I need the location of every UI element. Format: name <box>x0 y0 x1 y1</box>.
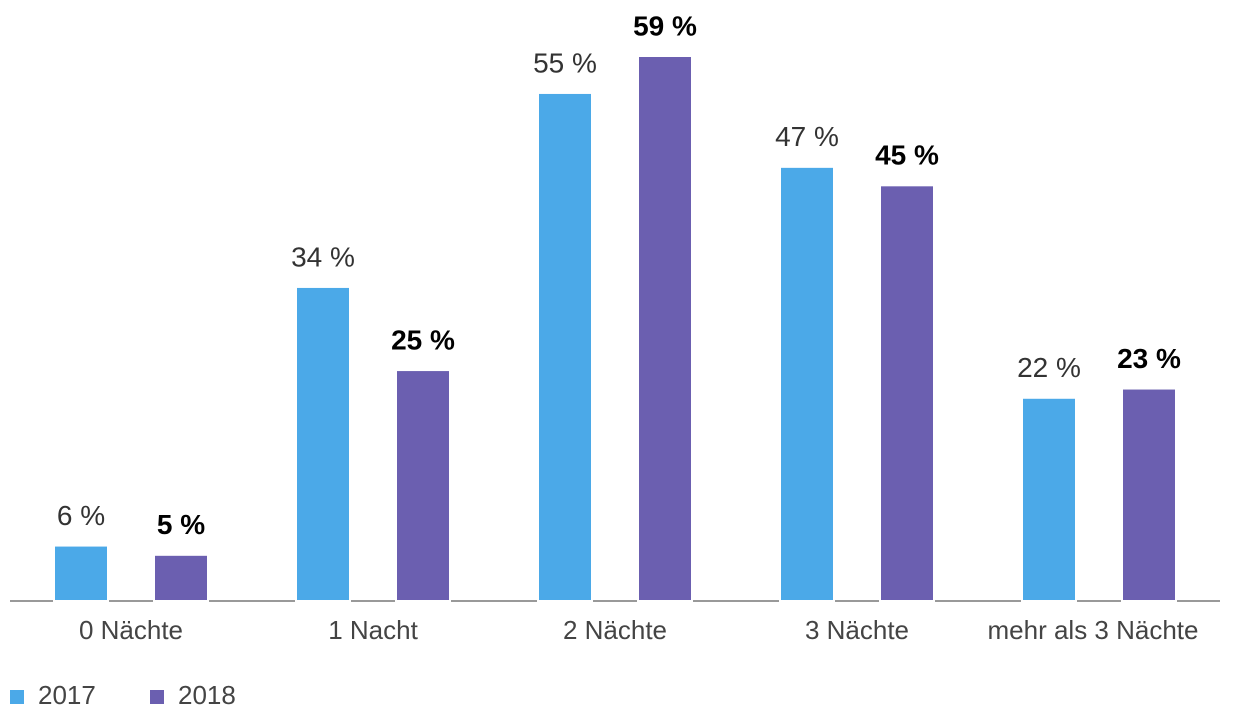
x-tick-label: 3 Nächte <box>805 615 909 645</box>
bar <box>879 184 935 603</box>
data-label: 59 % <box>633 10 697 41</box>
x-tick-label: 0 Nächte <box>79 615 183 645</box>
bar <box>779 165 835 603</box>
bar <box>53 544 109 603</box>
x-tick-label: 2 Nächte <box>563 615 667 645</box>
data-label: 45 % <box>875 140 939 171</box>
data-label: 25 % <box>391 324 455 355</box>
legend-swatch <box>10 690 24 704</box>
x-tick-label: 1 Nacht <box>328 615 418 645</box>
legend-swatch <box>150 690 164 704</box>
data-label: 6 % <box>57 500 105 531</box>
data-label: 5 % <box>157 509 205 540</box>
bar <box>537 91 593 602</box>
x-tick-label: mehr als 3 Nächte <box>988 615 1199 645</box>
legend-label: 2017 <box>38 680 96 710</box>
bar <box>1021 396 1077 602</box>
data-label: 23 % <box>1117 343 1181 374</box>
data-label: 47 % <box>775 121 839 152</box>
data-label: 22 % <box>1017 352 1081 383</box>
bar <box>395 369 451 603</box>
bar <box>1121 387 1177 602</box>
bar <box>295 285 351 602</box>
data-label: 55 % <box>533 47 597 78</box>
bar <box>153 553 209 602</box>
data-label: 34 % <box>291 241 355 272</box>
legend-label: 2018 <box>178 680 236 710</box>
bar <box>637 55 693 602</box>
